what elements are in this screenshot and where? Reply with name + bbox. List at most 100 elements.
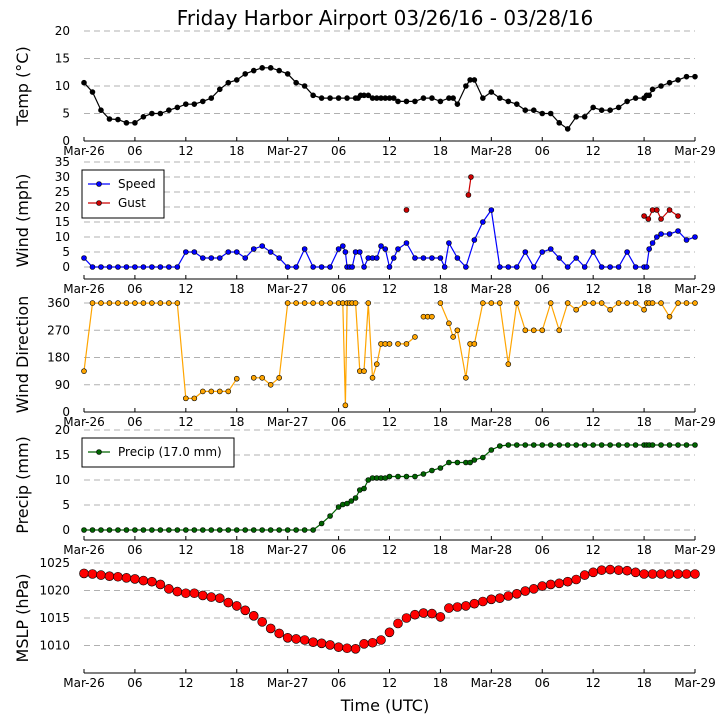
data-point [284, 264, 291, 270]
data-point [113, 571, 123, 582]
data-point [335, 95, 342, 101]
x-tick-label: Mar-29 [674, 415, 715, 429]
data-point [624, 249, 630, 255]
data-point [293, 527, 299, 533]
data-point [486, 594, 497, 605]
data-point [420, 95, 427, 101]
data-point [465, 192, 472, 198]
data-point [361, 264, 367, 270]
x-tick-label: 06 [331, 676, 346, 690]
data-point [547, 246, 554, 252]
data-point [233, 375, 240, 382]
data-point [505, 98, 512, 105]
data-point [89, 264, 96, 270]
data-point [454, 459, 461, 466]
data-point [683, 442, 690, 448]
data-point [348, 498, 355, 504]
data-point [471, 237, 478, 243]
data-point [276, 527, 282, 533]
data-point [310, 300, 316, 306]
data-point [81, 255, 87, 261]
y-axis-label: Precip (mm) [13, 436, 32, 534]
data-point [208, 388, 215, 395]
series-line [467, 176, 472, 196]
data-point [233, 527, 240, 533]
y-tick-label: 1020 [39, 584, 70, 598]
data-point [488, 89, 495, 95]
data-point [681, 569, 692, 579]
x-tick-label: 12 [586, 282, 601, 296]
data-point [386, 473, 393, 480]
data-point [539, 110, 546, 117]
data-point [115, 300, 121, 306]
data-point [373, 361, 380, 367]
x-tick-label: 06 [127, 676, 142, 690]
data-point [189, 588, 200, 599]
data-point [588, 567, 598, 578]
data-point [632, 442, 639, 448]
data-point [140, 300, 147, 306]
data-point [463, 375, 469, 381]
x-tick-label: 12 [382, 543, 397, 557]
data-point [480, 454, 486, 461]
data-point [225, 79, 232, 86]
data-point [308, 637, 318, 648]
legend-label: Speed [118, 177, 156, 191]
x-tick-label: 06 [127, 543, 142, 557]
y-tick-label: 90 [55, 378, 70, 392]
x-tick-label: 18 [636, 144, 651, 158]
data-point [410, 609, 420, 620]
y-tick-label: 1025 [39, 556, 70, 570]
data-point [225, 388, 232, 395]
x-tick-label: Mar-28 [471, 144, 512, 158]
legend: Speed Gust [81, 169, 165, 219]
data-point [547, 110, 554, 117]
data-point [615, 300, 622, 306]
data-point [318, 95, 325, 101]
y-axis-label: Temp (°C) [13, 46, 32, 126]
data-point [208, 527, 215, 533]
x-tick-label: 06 [331, 415, 346, 429]
data-point [522, 107, 529, 113]
data-point [352, 495, 359, 501]
data-point [123, 264, 130, 270]
series-gust [403, 174, 681, 222]
data-point [342, 643, 352, 654]
data-point [166, 264, 172, 270]
data-point [624, 98, 630, 105]
data-point [378, 243, 384, 249]
y-tick-label: 15 [55, 52, 70, 66]
data-point [522, 249, 529, 255]
y-tick-label: 20 [55, 200, 70, 214]
data-point [539, 249, 546, 255]
data-point [444, 603, 454, 613]
y-tick-label: 35 [55, 155, 70, 169]
data-point [216, 255, 223, 261]
x-tick-label: 12 [178, 144, 193, 158]
data-point [658, 300, 664, 306]
x-tick-label: Mar-28 [471, 676, 512, 690]
x-tick-label: 06 [535, 543, 550, 557]
y-tick-label: 15 [55, 448, 70, 462]
y-tick-label: 5 [62, 498, 70, 512]
data-point [547, 442, 554, 448]
x-tick-label: 12 [586, 676, 601, 690]
data-point [666, 231, 673, 237]
data-point [615, 442, 622, 448]
data-point [147, 576, 157, 587]
data-point [673, 569, 683, 579]
data-point [556, 120, 563, 126]
data-point [632, 95, 639, 101]
data-point [395, 98, 401, 105]
data-point [454, 327, 461, 334]
data-point [658, 216, 664, 222]
data-point [208, 255, 215, 261]
data-point [140, 264, 147, 270]
y-tick-label: 1015 [39, 611, 70, 625]
data-point [327, 264, 333, 270]
y-axis-label: MSLP (hPa) [13, 574, 32, 663]
data-point [208, 95, 215, 101]
data-point [395, 341, 401, 347]
data-point [590, 300, 596, 306]
data-point [327, 95, 333, 101]
